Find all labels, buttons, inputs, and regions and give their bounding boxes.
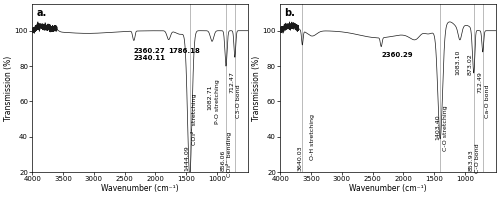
Y-axis label: Transmission (%): Transmission (%) — [252, 56, 261, 121]
Text: CO₃²⁻ stretching: CO₃²⁻ stretching — [192, 93, 198, 145]
Text: 856.06: 856.06 — [221, 149, 226, 171]
Text: 1786.18: 1786.18 — [168, 48, 200, 54]
Text: CO₃²⁻ bending: CO₃²⁻ bending — [226, 132, 232, 177]
Text: O-H stretching: O-H stretching — [310, 114, 316, 160]
Text: 2360.29: 2360.29 — [381, 52, 413, 58]
X-axis label: Wavenumber (cm⁻¹): Wavenumber (cm⁻¹) — [102, 184, 179, 193]
Text: 1082.71: 1082.71 — [207, 85, 212, 110]
Text: Ca-O bond: Ca-O bond — [484, 85, 490, 118]
X-axis label: Wavenumber (cm⁻¹): Wavenumber (cm⁻¹) — [349, 184, 427, 193]
Text: 873.02: 873.02 — [468, 53, 473, 75]
Text: a.: a. — [36, 7, 47, 18]
Text: 2360.27
2340.11: 2360.27 2340.11 — [134, 48, 166, 61]
Text: 1403.40: 1403.40 — [435, 115, 440, 140]
Text: 3640.03: 3640.03 — [298, 145, 302, 171]
Text: 1083.10: 1083.10 — [455, 50, 460, 75]
Text: C3-O bond: C3-O bond — [236, 85, 241, 118]
Text: 712.47: 712.47 — [230, 71, 235, 93]
Text: C-O bond: C-O bond — [475, 143, 480, 173]
Text: 1444.09: 1444.09 — [184, 145, 190, 171]
Y-axis label: Transmission (%): Transmission (%) — [4, 56, 13, 121]
Text: P-O stretching: P-O stretching — [215, 79, 220, 124]
Text: 853.93: 853.93 — [469, 149, 474, 171]
Text: C-O stretching: C-O stretching — [444, 105, 448, 151]
Text: 712.49: 712.49 — [478, 71, 482, 93]
Text: b.: b. — [284, 7, 296, 18]
